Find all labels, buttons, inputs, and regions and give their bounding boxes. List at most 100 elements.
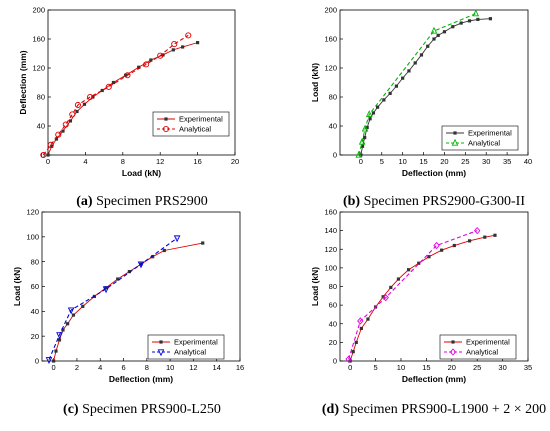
legend-box [147, 334, 225, 360]
analytical-data-point [365, 110, 373, 118]
x-tick-label: 2 [75, 363, 79, 372]
experimental-series-line [47, 42, 198, 156]
x-tick-label: 16 [193, 157, 201, 166]
experimental-data-point [61, 328, 65, 332]
analytical-data-point [47, 141, 54, 148]
x-tick-label: 5 [373, 363, 377, 372]
analytical-data-point [124, 72, 131, 79]
experimental-data-point [57, 338, 62, 342]
analytical-data-point [143, 61, 150, 68]
experimental-data-point [427, 255, 431, 259]
x-tick-label: 12 [189, 363, 197, 372]
y-tick-label: 120 [324, 64, 337, 73]
analytical-series-line [48, 237, 178, 360]
y-axis-label: Deflection (mm) [18, 50, 28, 114]
panel-caption: (d) Specimen PRS900-L1900 + 2 × 200 [322, 402, 546, 417]
analytical-data-point [137, 261, 145, 269]
y-tick-label: 20 [31, 332, 39, 341]
experimental-data-point [442, 30, 447, 34]
x-tick-label: 16 [236, 363, 244, 372]
analytical-series-line [42, 34, 189, 156]
panel-caption-letter: (c) [63, 402, 79, 417]
analytical-data-point [433, 241, 440, 250]
experimental-data-point [388, 91, 392, 95]
y-axis-label: Load (kN) [310, 267, 320, 306]
y-tick-label: 120 [324, 245, 337, 254]
experimental-data-point [46, 153, 50, 157]
x-tick-label: 5 [380, 157, 384, 166]
panel-caption-text: Specimen PRS900-L1900 + 2 × 200 [339, 402, 546, 417]
legend-marker [453, 131, 457, 135]
analytical-data-point [358, 137, 366, 145]
panel-caption-letter: (d) [322, 402, 339, 417]
x-tick-label: 30 [482, 157, 490, 166]
x-tick-label: 10 [398, 157, 406, 166]
x-axis-label: Deflection (mm) [109, 374, 173, 384]
legend-label: Experimental [468, 129, 512, 138]
analytical-data-point [185, 32, 192, 39]
plot-frame [47, 9, 236, 156]
y-tick-label: 0 [333, 357, 337, 366]
experimental-data-point [54, 349, 58, 353]
y-tick-label: 40 [31, 307, 39, 316]
experimental-data-point [381, 295, 385, 299]
experimental-data-point [104, 286, 108, 290]
x-tick-label: 25 [473, 363, 481, 372]
legend-marker [451, 340, 455, 344]
analytical-data-point [361, 124, 369, 132]
y-tick-label: 80 [37, 93, 45, 102]
experimental-data-point [201, 241, 205, 245]
experimental-data-point [68, 119, 73, 123]
experimental-data-point [476, 17, 480, 22]
experimental-data-point [81, 304, 85, 308]
analytical-data-point [472, 9, 480, 17]
y-tick-label: 140 [324, 226, 337, 235]
experimental-data-point [363, 136, 367, 140]
analytical-data-point [430, 26, 438, 34]
plot-frame [339, 9, 529, 156]
analytical-data-point [67, 307, 75, 315]
experimental-data-point [111, 80, 116, 85]
chart-panel-4: 0 5 10 15 20 25 30 35 0 20 40 60 80 100 120 140 160 Defle… [310, 208, 546, 417]
experimental-data-point [52, 359, 56, 363]
x-tick-label: 30 [498, 363, 506, 372]
experimental-data-point [365, 125, 369, 130]
x-tick-label: 10 [397, 363, 405, 372]
y-tick-label: 80 [329, 282, 337, 291]
legend-marker [162, 125, 170, 133]
analytical-series-line [348, 230, 478, 360]
y-tick-label: 40 [329, 122, 337, 131]
legend-label: Analytical [468, 139, 500, 148]
experimental-data-point [162, 248, 166, 253]
x-tick-label: 15 [419, 157, 427, 166]
x-tick-label: 8 [121, 157, 125, 166]
experimental-data-point [488, 17, 492, 21]
experimental-data-point [368, 117, 372, 121]
x-tick-label: 4 [83, 157, 87, 166]
experimental-data-point [100, 88, 104, 93]
experimental-data-point [171, 48, 175, 52]
experimental-data-point [467, 19, 472, 23]
analytical-data-point [157, 52, 164, 59]
x-tick-label: 40 [524, 157, 532, 166]
experimental-data-point [149, 58, 153, 62]
experimental-data-point [124, 73, 128, 77]
y-tick-label: 200 [32, 6, 45, 15]
experimental-data-point [54, 137, 59, 141]
analytical-data-point [171, 41, 178, 48]
analytical-data-point [355, 150, 363, 158]
x-tick-label: 4 [98, 363, 102, 372]
experimental-data-point [359, 153, 363, 157]
y-tick-label: 0 [35, 357, 39, 366]
legend-label: Analytical [466, 348, 498, 357]
y-tick-label: 60 [329, 301, 337, 310]
x-tick-label: 20 [440, 157, 448, 166]
x-tick-label: 25 [461, 157, 469, 166]
experimental-data-point [181, 45, 185, 49]
experimental-data-point [389, 285, 393, 290]
legend-label: Experimental [174, 338, 218, 347]
